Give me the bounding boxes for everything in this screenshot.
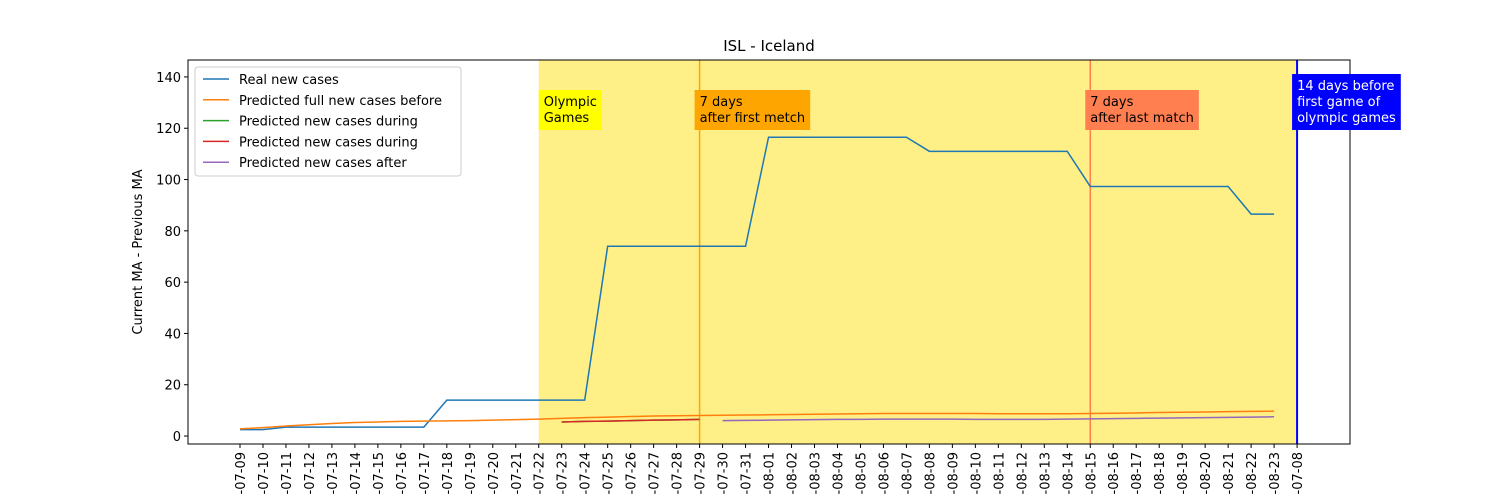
legend-box: [194, 66, 462, 177]
x-tick-label: -08-14: [1061, 452, 1076, 494]
x-tick-label: -07-20: [487, 452, 502, 494]
x-tick-label: -07-19: [464, 452, 479, 494]
x-tick-label: -08-06: [877, 452, 892, 494]
annotation-box: [538, 90, 602, 130]
x-tick-label: -07-18: [441, 452, 456, 494]
x-tick-label: -07-31: [740, 452, 755, 494]
x-tick-label: -07-29: [694, 452, 709, 494]
y-tick-label: 140: [156, 71, 181, 86]
x-tick-label: -07-23: [556, 452, 571, 494]
annotation-box: [694, 90, 811, 130]
series-line: [239, 410, 1275, 430]
x-tick-label: -07-13: [326, 452, 341, 494]
x-tick-label: -08-23: [1268, 452, 1283, 494]
x-tick-label: -08-07: [900, 452, 915, 494]
y-axis-label: Current MA - Previous MA: [131, 169, 146, 334]
x-tick-label: -07-24: [579, 452, 594, 494]
x-tick-label: -07-12: [303, 452, 318, 494]
y-tick-label: 20: [164, 379, 181, 394]
x-tick-label: -07-11: [280, 452, 295, 494]
x-tick-label: -08-12: [1015, 452, 1030, 494]
series-line: [240, 136, 1275, 431]
y-tick-label: 40: [164, 327, 181, 342]
x-tick-label: -08-02: [786, 452, 801, 494]
x-tick-label: -08-17: [1130, 452, 1145, 494]
x-tick-label: -07-17: [418, 452, 433, 494]
x-tick-label: -08-13: [1038, 452, 1053, 494]
x-tick-label: -07-27: [648, 452, 663, 494]
y-tick-label: 60: [164, 276, 181, 291]
x-tick-label: -08-15: [1084, 452, 1099, 494]
series-line: [561, 418, 700, 423]
x-tick-label: -08-10: [969, 452, 984, 494]
annotation-text: 14 days before: [1297, 79, 1394, 94]
x-tick-label: -07-22: [533, 452, 548, 494]
annotation-text: after last match: [1090, 111, 1194, 126]
y-tick-label: 100: [156, 174, 181, 189]
y-tick-label: 120: [156, 122, 181, 137]
annotation-box: [1292, 74, 1401, 130]
x-tick-label: -08-08: [923, 452, 938, 494]
x-tick-label: -07-10: [257, 452, 272, 494]
annotation-text: first game of: [1297, 95, 1381, 110]
x-tick-label: -08-01: [763, 452, 778, 494]
x-tick-label: -08-19: [1176, 452, 1191, 494]
x-tick-label: -07-30: [717, 452, 732, 494]
x-tick-label: -07-09: [234, 452, 249, 494]
x-tick-label: -08-05: [854, 452, 869, 494]
x-tick-label: -08-11: [992, 452, 1007, 494]
y-tick-label: 80: [164, 225, 181, 240]
x-tick-label: -08-20: [1199, 452, 1214, 494]
x-tick-label: -07-26: [625, 452, 640, 494]
annotation-text: 7 days: [1090, 95, 1133, 110]
x-tick-label: -08-16: [1107, 452, 1122, 494]
y-tick-label: 0: [173, 430, 181, 445]
series-line: [722, 416, 1275, 422]
x-tick-label: -07-21: [510, 452, 525, 494]
annotation-text: Olympic: [544, 95, 597, 110]
annotation-text: olympic games: [1297, 111, 1396, 126]
annotation-text: 7 days: [700, 95, 743, 110]
legend-label: Predicted new cases after: [239, 156, 407, 171]
x-tick-label: -07-15: [372, 452, 387, 494]
x-tick-label: -07-25: [602, 452, 617, 494]
annotation-box: [1085, 90, 1199, 130]
x-tick-label: -08-03: [809, 452, 824, 494]
x-tick-label: -08-04: [831, 452, 846, 494]
annotation-text: after first metch: [700, 111, 806, 126]
annotation-text: Games: [544, 111, 590, 126]
legend: Real new cases Predicted full new cases b…: [194, 66, 462, 177]
x-tick-label: -07-08: [1291, 452, 1306, 494]
legend-label: Predicted new cases during: [239, 135, 418, 150]
x-tick-label: -08-18: [1153, 452, 1168, 494]
legend-label: Predicted full new cases before: [239, 94, 442, 109]
legend-label: Predicted new cases during: [239, 115, 418, 130]
x-tick-label: -07-28: [671, 452, 686, 494]
chart-title: ISL - Iceland: [723, 37, 815, 55]
x-tick-label: -08-22: [1245, 452, 1260, 494]
x-tick-label: -07-16: [395, 452, 410, 494]
x-tick-label: -08-09: [946, 452, 961, 494]
x-tick-label: -08-21: [1222, 452, 1237, 494]
legend-label: Real new cases: [239, 73, 339, 88]
x-tick-label: -07-14: [349, 452, 364, 494]
